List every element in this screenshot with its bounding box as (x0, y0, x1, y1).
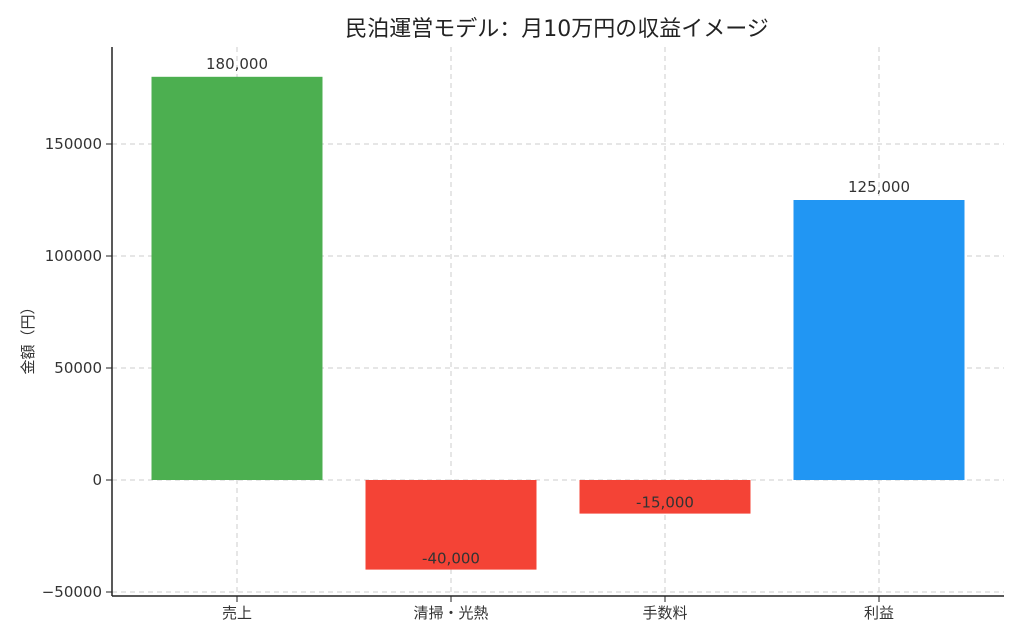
y-axis-label: 金額（円） (19, 299, 37, 374)
bars (151, 76, 965, 570)
data-label: -40,000 (422, 550, 480, 568)
axes: −50000 0 50000 100000 150000 売上 清掃・光熱 手数料 利益 (42, 47, 1004, 622)
chart-title: 民泊運営モデル：月10万円の収益イメージ (345, 17, 769, 42)
bar (793, 200, 965, 480)
x-tick-label: 手数料 (642, 604, 687, 622)
y-tick-label: 100000 (45, 247, 102, 265)
y-tick-label: 50000 (54, 359, 102, 377)
x-tick-label: 利益 (864, 604, 894, 622)
data-label: -15,000 (636, 494, 694, 512)
data-label: 180,000 (206, 55, 268, 73)
bar (365, 480, 537, 570)
x-tick-label: 清掃・光熱 (413, 604, 488, 622)
bar (579, 480, 751, 514)
data-labels: 180,000 -40,000 -15,000 125,000 (206, 55, 910, 568)
y-tick-label: 150000 (45, 135, 102, 153)
y-tick-label: 0 (92, 471, 102, 489)
x-tick-label: 売上 (222, 604, 252, 622)
data-label: 125,000 (848, 178, 910, 196)
y-tick-label: −50000 (42, 583, 102, 601)
bar (151, 76, 323, 481)
